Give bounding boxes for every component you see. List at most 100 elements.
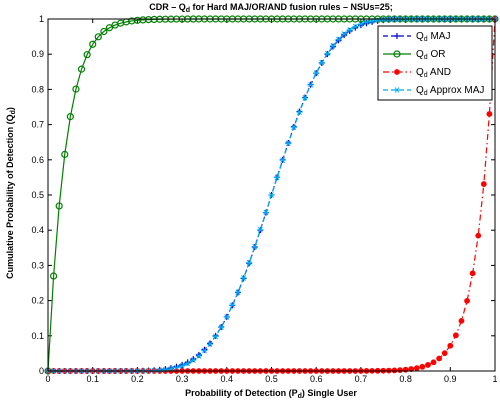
x-tick-label: 0.2 xyxy=(131,374,144,384)
data-point xyxy=(218,324,225,331)
data-point xyxy=(341,31,348,37)
y-tick-label: 0.2 xyxy=(31,296,44,306)
data-point xyxy=(279,157,286,164)
data-point xyxy=(184,359,191,366)
data-point xyxy=(89,40,97,48)
legend-entry: Qd AND xyxy=(383,67,451,79)
data-point xyxy=(486,111,493,117)
data-point xyxy=(480,181,487,187)
data-point xyxy=(296,109,303,115)
data-point xyxy=(229,302,236,308)
legend-label: Qd Approx MAJ xyxy=(416,85,484,97)
data-point xyxy=(179,363,186,369)
data-point xyxy=(262,209,269,216)
y-tick-label: 0.8 xyxy=(31,84,44,94)
data-point xyxy=(447,342,454,349)
x-tick-label: 0.6 xyxy=(310,374,323,384)
data-point xyxy=(61,150,69,158)
y-tick-label: 0.7 xyxy=(31,120,44,130)
y-tick-label: 0.3 xyxy=(31,260,44,270)
data-point xyxy=(83,51,91,59)
x-tick-label: 0.9 xyxy=(444,374,457,384)
legend-entry: Qd MAJ xyxy=(383,31,450,43)
data-point xyxy=(318,59,325,66)
legend: Qd MAJ Qd OR Qd AND Qd Approx MAJ xyxy=(377,25,493,101)
data-point xyxy=(55,202,63,210)
data-point xyxy=(335,37,342,44)
data-point xyxy=(436,355,443,362)
y-tick-label: 0.4 xyxy=(31,225,44,235)
data-point xyxy=(464,297,470,304)
data-point xyxy=(313,70,320,76)
data-point xyxy=(268,192,275,198)
plot-area xyxy=(44,15,499,375)
data-point xyxy=(156,367,163,374)
legend-entry: Qd Approx MAJ xyxy=(383,85,484,97)
data-point xyxy=(290,124,297,131)
y-tick-label: 0 xyxy=(39,366,44,376)
data-point xyxy=(357,21,364,27)
data-point xyxy=(475,232,482,239)
y-axis-label: Cumulative Probability of Detection (Qd) xyxy=(5,107,17,279)
data-point xyxy=(195,351,202,358)
data-point xyxy=(363,20,370,27)
data-point xyxy=(100,27,108,36)
data-point xyxy=(251,243,258,250)
x-tick-label: 0.8 xyxy=(399,374,412,384)
x-tick-label: 0.5 xyxy=(265,374,278,384)
data-point xyxy=(207,341,214,347)
data-point xyxy=(240,275,247,281)
data-point xyxy=(341,32,348,39)
legend-label: Qd OR xyxy=(416,49,445,61)
data-point xyxy=(425,362,431,368)
data-point xyxy=(469,270,476,277)
data-point xyxy=(441,350,448,357)
data-point xyxy=(234,289,241,295)
data-point xyxy=(394,33,400,39)
y-tick-label: 0.5 xyxy=(31,190,44,200)
data-point xyxy=(393,50,401,58)
data-point xyxy=(72,85,80,93)
data-point xyxy=(380,16,387,23)
legend-entry: Qd OR xyxy=(383,49,445,61)
legend-label: Qd AND xyxy=(416,67,451,79)
x-tick-label: 0.1 xyxy=(86,374,99,384)
data-point xyxy=(66,113,74,121)
data-point xyxy=(391,367,398,374)
data-point xyxy=(452,332,459,339)
data-point xyxy=(223,314,230,320)
data-point xyxy=(201,347,208,354)
x-axis-label: Probability of Detection (Pd) Single Use… xyxy=(185,388,357,400)
data-point xyxy=(190,357,197,363)
data-point xyxy=(419,363,426,370)
data-point xyxy=(430,359,437,366)
data-point xyxy=(397,367,403,374)
chart-title: CDR – Qd for Hard MAJ/OR/AND fusion rule… xyxy=(149,2,393,14)
axes-frame xyxy=(47,18,496,372)
data-point xyxy=(346,27,353,33)
x-tick-label: 0.3 xyxy=(176,374,189,384)
y-tick-label: 0.9 xyxy=(31,49,44,59)
y-axis-ticks: 0 0.1 0.2 0.3 0.4 0.5 0.6 0.7 0.8 0.9 1 xyxy=(31,14,495,376)
data-point xyxy=(352,23,359,30)
x-tick-label: 0.4 xyxy=(221,374,234,384)
data-point xyxy=(274,174,281,181)
data-point xyxy=(94,33,102,41)
data-point xyxy=(77,65,86,73)
data-point xyxy=(190,356,197,363)
data-point xyxy=(195,353,202,359)
data-point xyxy=(458,317,465,324)
data-point xyxy=(394,69,400,75)
legend-label: Qd MAJ xyxy=(416,31,450,43)
x-tick-label: 0 xyxy=(45,374,50,384)
data-point xyxy=(363,19,370,26)
data-point xyxy=(105,24,114,32)
data-point xyxy=(329,43,336,49)
data-point xyxy=(307,82,314,88)
data-point xyxy=(324,50,331,57)
data-point xyxy=(246,259,253,266)
data-point xyxy=(335,36,342,43)
y-tick-label: 0.6 xyxy=(31,155,44,165)
data-point xyxy=(302,95,309,101)
